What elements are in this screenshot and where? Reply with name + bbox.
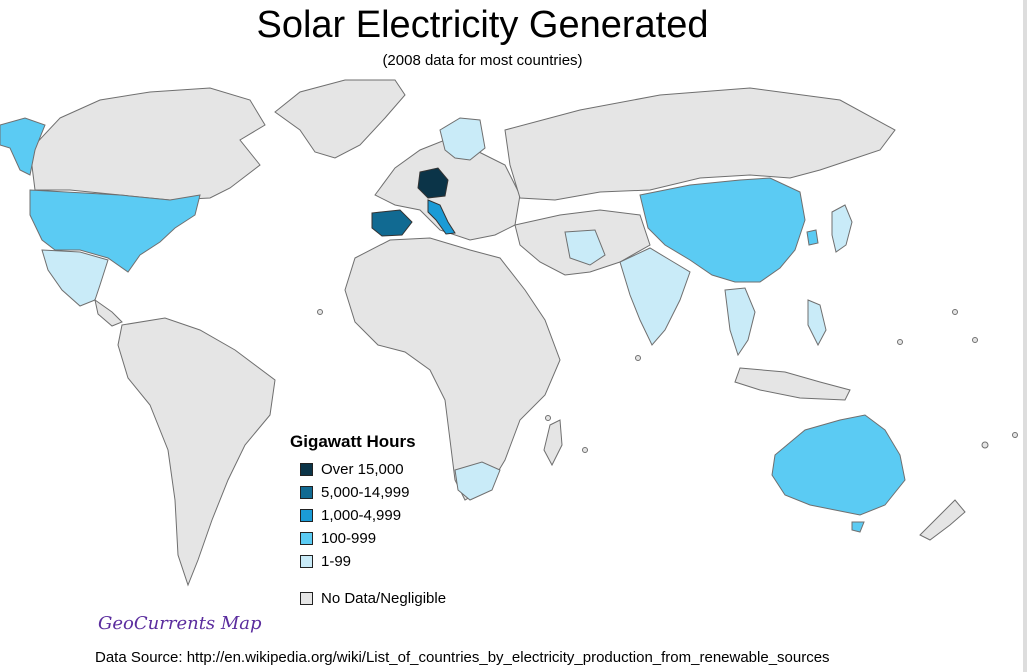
- madagascar: [543, 419, 563, 467]
- iran: [564, 229, 606, 266]
- spain: [371, 209, 413, 237]
- legend-label: 100-999: [321, 530, 377, 547]
- legend-label: 5,000-14,999: [321, 484, 410, 501]
- philippines: [807, 299, 827, 347]
- legend-item-1000-4999: 1,000-4,999: [300, 504, 416, 527]
- island-5: [952, 309, 958, 315]
- scandinavia: [439, 117, 486, 161]
- tasmania: [851, 521, 865, 533]
- island-7: [897, 339, 903, 345]
- greenland: [274, 79, 406, 159]
- legend-swatch: [300, 555, 313, 568]
- india: [619, 247, 691, 346]
- legend-item-over-15000: Over 15,000: [300, 458, 416, 481]
- southeast-asia: [724, 287, 756, 357]
- legend-item-5000-14999: 5,000-14,999: [300, 481, 416, 504]
- island-8: [981, 441, 989, 449]
- south-korea: [806, 229, 819, 246]
- legend-label: 1-99: [321, 553, 352, 570]
- data-source: Data Source: http://en.wikipedia.org/wik…: [95, 649, 830, 666]
- legend-label: No Data/Negligible: [321, 590, 447, 607]
- legend-title: Gigawatt Hours: [290, 432, 416, 451]
- indonesia: [734, 367, 851, 401]
- legend-label: Over 15,000: [321, 461, 404, 478]
- mexico: [41, 249, 109, 307]
- image-edge: [1023, 0, 1027, 672]
- island-3: [582, 447, 588, 453]
- map-legend: Gigawatt Hours Over 15,000 5,000-14,999 …: [290, 432, 416, 573]
- legend-item-1-99: 1-99: [300, 550, 416, 573]
- usa: [29, 189, 201, 273]
- russia: [504, 87, 896, 201]
- island-2: [635, 355, 641, 361]
- legend-swatch: [300, 463, 313, 476]
- map-credit: GeoCurrents Map: [98, 613, 262, 634]
- legend-swatch: [300, 486, 313, 499]
- legend-swatch: [300, 592, 313, 605]
- legend-swatch: [300, 532, 313, 545]
- island-9: [1012, 432, 1018, 438]
- canada: [29, 87, 266, 201]
- island-4: [545, 415, 551, 421]
- europe: [374, 139, 521, 241]
- map-title: Solar Electricity Generated: [256, 4, 709, 46]
- south-america: [117, 317, 276, 587]
- legend-item-no-data: No Data/Negligible: [300, 590, 446, 607]
- alaska-region: [0, 117, 46, 176]
- legend-label: 1,000-4,999: [321, 507, 402, 524]
- legend-swatch: [300, 509, 313, 522]
- central-america: [94, 298, 123, 327]
- new-zealand: [919, 499, 966, 541]
- legend-item-100-999: 100-999: [300, 527, 416, 550]
- island-1: [317, 309, 323, 315]
- germany: [417, 167, 449, 199]
- italy: [427, 199, 456, 235]
- australia: [771, 414, 906, 516]
- china: [639, 177, 806, 283]
- south-africa: [454, 461, 501, 501]
- japan: [831, 204, 853, 253]
- island-6: [972, 337, 978, 343]
- map-subtitle: (2008 data for most countries): [382, 52, 583, 69]
